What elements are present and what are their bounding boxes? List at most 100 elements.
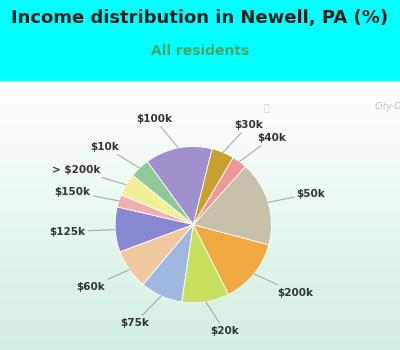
Bar — [0, 183, 400, 186]
Bar — [0, 288, 400, 291]
Bar — [0, 231, 400, 234]
Text: $125k: $125k — [50, 226, 115, 237]
Text: City-Data.com: City-Data.com — [374, 102, 400, 111]
Text: Income distribution in Newell, PA (%): Income distribution in Newell, PA (%) — [12, 9, 388, 27]
Bar — [0, 226, 400, 229]
Text: Ⓢ: Ⓢ — [263, 102, 269, 112]
Bar — [0, 202, 400, 204]
Bar — [0, 274, 400, 277]
Bar — [0, 91, 400, 94]
Bar — [0, 328, 400, 331]
Text: All residents: All residents — [151, 44, 249, 58]
Bar — [0, 299, 400, 301]
Bar — [0, 116, 400, 118]
Bar — [0, 167, 400, 169]
Bar — [0, 229, 400, 231]
Bar — [0, 175, 400, 177]
Bar — [0, 156, 400, 159]
Bar — [0, 258, 400, 261]
Bar — [0, 237, 400, 239]
Bar — [0, 242, 400, 245]
Bar — [0, 89, 400, 91]
Bar — [0, 134, 400, 137]
Bar — [0, 161, 400, 164]
Bar — [0, 339, 400, 342]
Bar — [0, 207, 400, 210]
Text: $200k: $200k — [254, 274, 313, 298]
Bar — [0, 94, 400, 97]
Wedge shape — [193, 225, 269, 294]
Bar — [0, 102, 400, 105]
Bar — [0, 145, 400, 148]
Bar — [0, 172, 400, 175]
Bar — [0, 266, 400, 269]
Bar — [0, 118, 400, 121]
Bar — [0, 318, 400, 320]
Bar — [0, 326, 400, 328]
Bar — [0, 315, 400, 318]
Wedge shape — [115, 207, 193, 252]
Bar — [0, 342, 400, 345]
Wedge shape — [193, 167, 272, 245]
Bar — [0, 110, 400, 113]
Bar — [0, 331, 400, 334]
Bar — [0, 239, 400, 242]
Bar — [0, 126, 400, 129]
Bar — [0, 148, 400, 150]
Bar — [0, 256, 400, 258]
Bar — [0, 223, 400, 226]
Bar — [0, 204, 400, 207]
Text: $20k: $20k — [206, 302, 239, 336]
Bar — [0, 310, 400, 312]
Bar — [0, 345, 400, 347]
Bar — [0, 169, 400, 172]
Text: $10k: $10k — [90, 141, 140, 168]
Bar — [0, 283, 400, 285]
Bar — [0, 347, 400, 350]
Bar — [0, 107, 400, 110]
Bar — [0, 307, 400, 310]
Wedge shape — [193, 149, 233, 225]
Bar — [0, 320, 400, 323]
Wedge shape — [193, 158, 245, 225]
Bar — [0, 199, 400, 202]
Bar — [0, 234, 400, 237]
Bar — [0, 124, 400, 126]
Wedge shape — [132, 162, 193, 225]
Wedge shape — [120, 225, 193, 285]
Bar — [0, 218, 400, 220]
Bar — [0, 269, 400, 272]
Bar — [0, 83, 400, 86]
Text: $30k: $30k — [223, 120, 263, 152]
Bar — [0, 291, 400, 293]
Bar — [0, 180, 400, 183]
Text: $150k: $150k — [54, 187, 119, 201]
Wedge shape — [147, 147, 212, 225]
Bar — [0, 272, 400, 274]
Bar — [0, 261, 400, 264]
Bar — [0, 293, 400, 296]
Bar — [0, 80, 400, 83]
Bar — [0, 99, 400, 102]
Bar — [0, 142, 400, 145]
Bar — [0, 285, 400, 288]
Bar — [0, 105, 400, 107]
Wedge shape — [117, 195, 193, 225]
Bar — [0, 323, 400, 326]
Bar — [0, 296, 400, 299]
Bar — [0, 334, 400, 337]
Bar — [0, 191, 400, 194]
Bar — [0, 194, 400, 196]
Bar — [0, 337, 400, 339]
Bar — [0, 137, 400, 140]
Bar — [0, 177, 400, 180]
Bar — [0, 129, 400, 132]
Bar — [0, 215, 400, 218]
Text: $50k: $50k — [268, 189, 325, 202]
Bar — [0, 86, 400, 89]
Wedge shape — [182, 225, 228, 303]
Bar — [0, 277, 400, 280]
Bar — [0, 312, 400, 315]
Bar — [0, 301, 400, 304]
Bar — [0, 186, 400, 188]
